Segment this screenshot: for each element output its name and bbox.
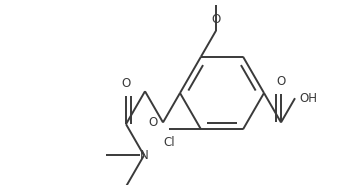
Text: Cl: Cl <box>163 136 175 149</box>
Text: O: O <box>211 13 221 26</box>
Text: O: O <box>121 77 131 90</box>
Text: O: O <box>149 116 158 129</box>
Text: N: N <box>139 149 148 162</box>
Text: OH: OH <box>299 92 317 105</box>
Text: O: O <box>276 75 286 88</box>
